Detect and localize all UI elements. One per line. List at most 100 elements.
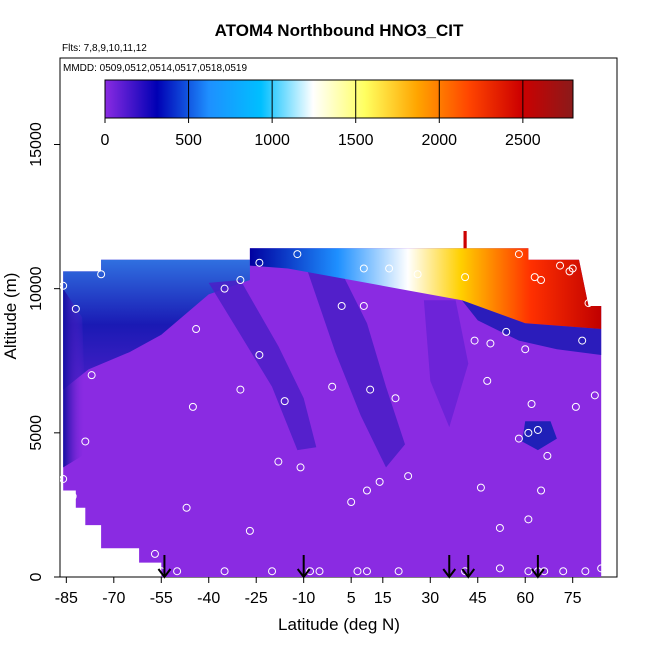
sample-point xyxy=(537,276,546,285)
colorbar-tick-label: 0 xyxy=(101,132,110,149)
flight-arrow xyxy=(461,555,476,579)
x-tick-label: 45 xyxy=(469,590,487,607)
hno3-curtain xyxy=(63,231,602,577)
sample-point xyxy=(540,567,549,576)
blue-tongue-center xyxy=(303,259,405,468)
sample-point xyxy=(527,400,536,408)
sample-point xyxy=(87,371,96,380)
sample-point xyxy=(68,492,77,501)
flight-arrow-head xyxy=(531,568,545,579)
flight-arrow xyxy=(531,555,545,579)
y-tick-label: 5000 xyxy=(28,415,45,451)
flight-arrow-head xyxy=(157,568,172,579)
sample-point xyxy=(173,567,182,576)
sample-point xyxy=(306,567,315,576)
x-tick-label: 5 xyxy=(347,590,356,607)
sample-point xyxy=(385,264,394,273)
sample-point xyxy=(495,523,504,532)
upper-band-north xyxy=(249,248,602,329)
x-tick-label: -25 xyxy=(245,590,268,607)
sample-point xyxy=(182,503,191,512)
sample-point xyxy=(296,463,305,472)
x-tick-label: -55 xyxy=(150,590,173,607)
sample-point xyxy=(71,304,80,313)
sample-point xyxy=(524,567,533,576)
y-tick-label: 0 xyxy=(28,572,45,581)
sample-point xyxy=(568,264,577,273)
colorbar-tick-label: 2000 xyxy=(421,132,457,149)
sample-point xyxy=(362,486,371,495)
sample-point xyxy=(476,483,485,492)
sample-point xyxy=(486,339,495,348)
sample-point xyxy=(255,258,264,267)
sample-point xyxy=(280,397,289,406)
sample-point xyxy=(353,567,362,576)
sample-point xyxy=(495,564,504,573)
sample-point xyxy=(315,567,324,576)
sample-point xyxy=(394,567,403,576)
x-tick-label: -85 xyxy=(55,590,78,607)
x-tick-label: 15 xyxy=(374,590,392,607)
colorbar-tick-label: 2500 xyxy=(505,132,541,149)
x-tick-label: -10 xyxy=(292,590,315,607)
sample-point xyxy=(192,325,201,334)
blue-blob-north xyxy=(522,421,557,451)
sample-point xyxy=(220,284,229,293)
left-edge-band xyxy=(63,288,86,468)
sample-point xyxy=(60,281,68,290)
sample-point xyxy=(581,567,590,576)
colorbar-tick-label: 1000 xyxy=(254,132,290,149)
x-tick-label: 60 xyxy=(516,590,534,607)
sample-point xyxy=(524,515,533,524)
sample-point xyxy=(245,526,254,535)
flight-arrow-head xyxy=(461,568,476,579)
sample-point xyxy=(514,434,523,443)
sample-point xyxy=(328,382,337,391)
sample-point xyxy=(537,486,546,495)
sample-point xyxy=(255,350,264,359)
sample-point xyxy=(514,250,523,259)
sample-point xyxy=(533,425,542,434)
y-tick-label: 10000 xyxy=(28,266,45,311)
sample-point xyxy=(268,567,277,576)
blue-tongue-north xyxy=(423,300,469,428)
sample-points xyxy=(60,250,606,576)
sample-point xyxy=(81,437,90,446)
sample-point xyxy=(81,535,90,544)
sample-point xyxy=(274,457,283,466)
x-tick-label: -70 xyxy=(102,590,125,607)
x-axis: -85 -70 -55 -40 -25 -10 5 15 30 45 60 75 xyxy=(55,577,582,607)
sample-point xyxy=(337,301,346,310)
colorbar-ramp xyxy=(104,79,574,119)
y-tick-label: 15000 xyxy=(28,122,45,167)
sample-point xyxy=(530,273,539,282)
sample-point xyxy=(590,391,599,400)
sample-point xyxy=(524,428,533,437)
sample-point xyxy=(584,299,593,308)
curtain-body xyxy=(63,248,602,577)
flight-arrows xyxy=(157,555,545,579)
upper-band-north-lower xyxy=(461,300,602,355)
sample-point xyxy=(359,301,368,310)
sample-point xyxy=(293,250,302,259)
sample-point xyxy=(375,477,384,486)
chart-title: ATOM4 Northbound HNO3_CIT xyxy=(215,21,464,40)
flight-arrow-head xyxy=(442,568,457,579)
colorbar-tick-label: 1500 xyxy=(338,132,374,149)
sample-point xyxy=(502,327,511,336)
sample-point xyxy=(188,402,197,411)
colorbar: 0 500 1000 1500 2000 2500 xyxy=(101,79,574,149)
sample-point xyxy=(236,385,245,394)
y-axis: 0 5000 10000 15000 xyxy=(28,122,60,581)
sample-point xyxy=(556,261,565,270)
sample-point xyxy=(347,498,356,507)
blue-tongue-south xyxy=(208,280,317,451)
sample-point xyxy=(461,273,470,282)
sample-point xyxy=(404,472,413,481)
flight-arrow xyxy=(157,555,172,579)
flight-arrow xyxy=(442,555,457,579)
sample-point xyxy=(413,270,422,279)
sample-point xyxy=(571,402,580,411)
sample-point xyxy=(60,474,68,483)
